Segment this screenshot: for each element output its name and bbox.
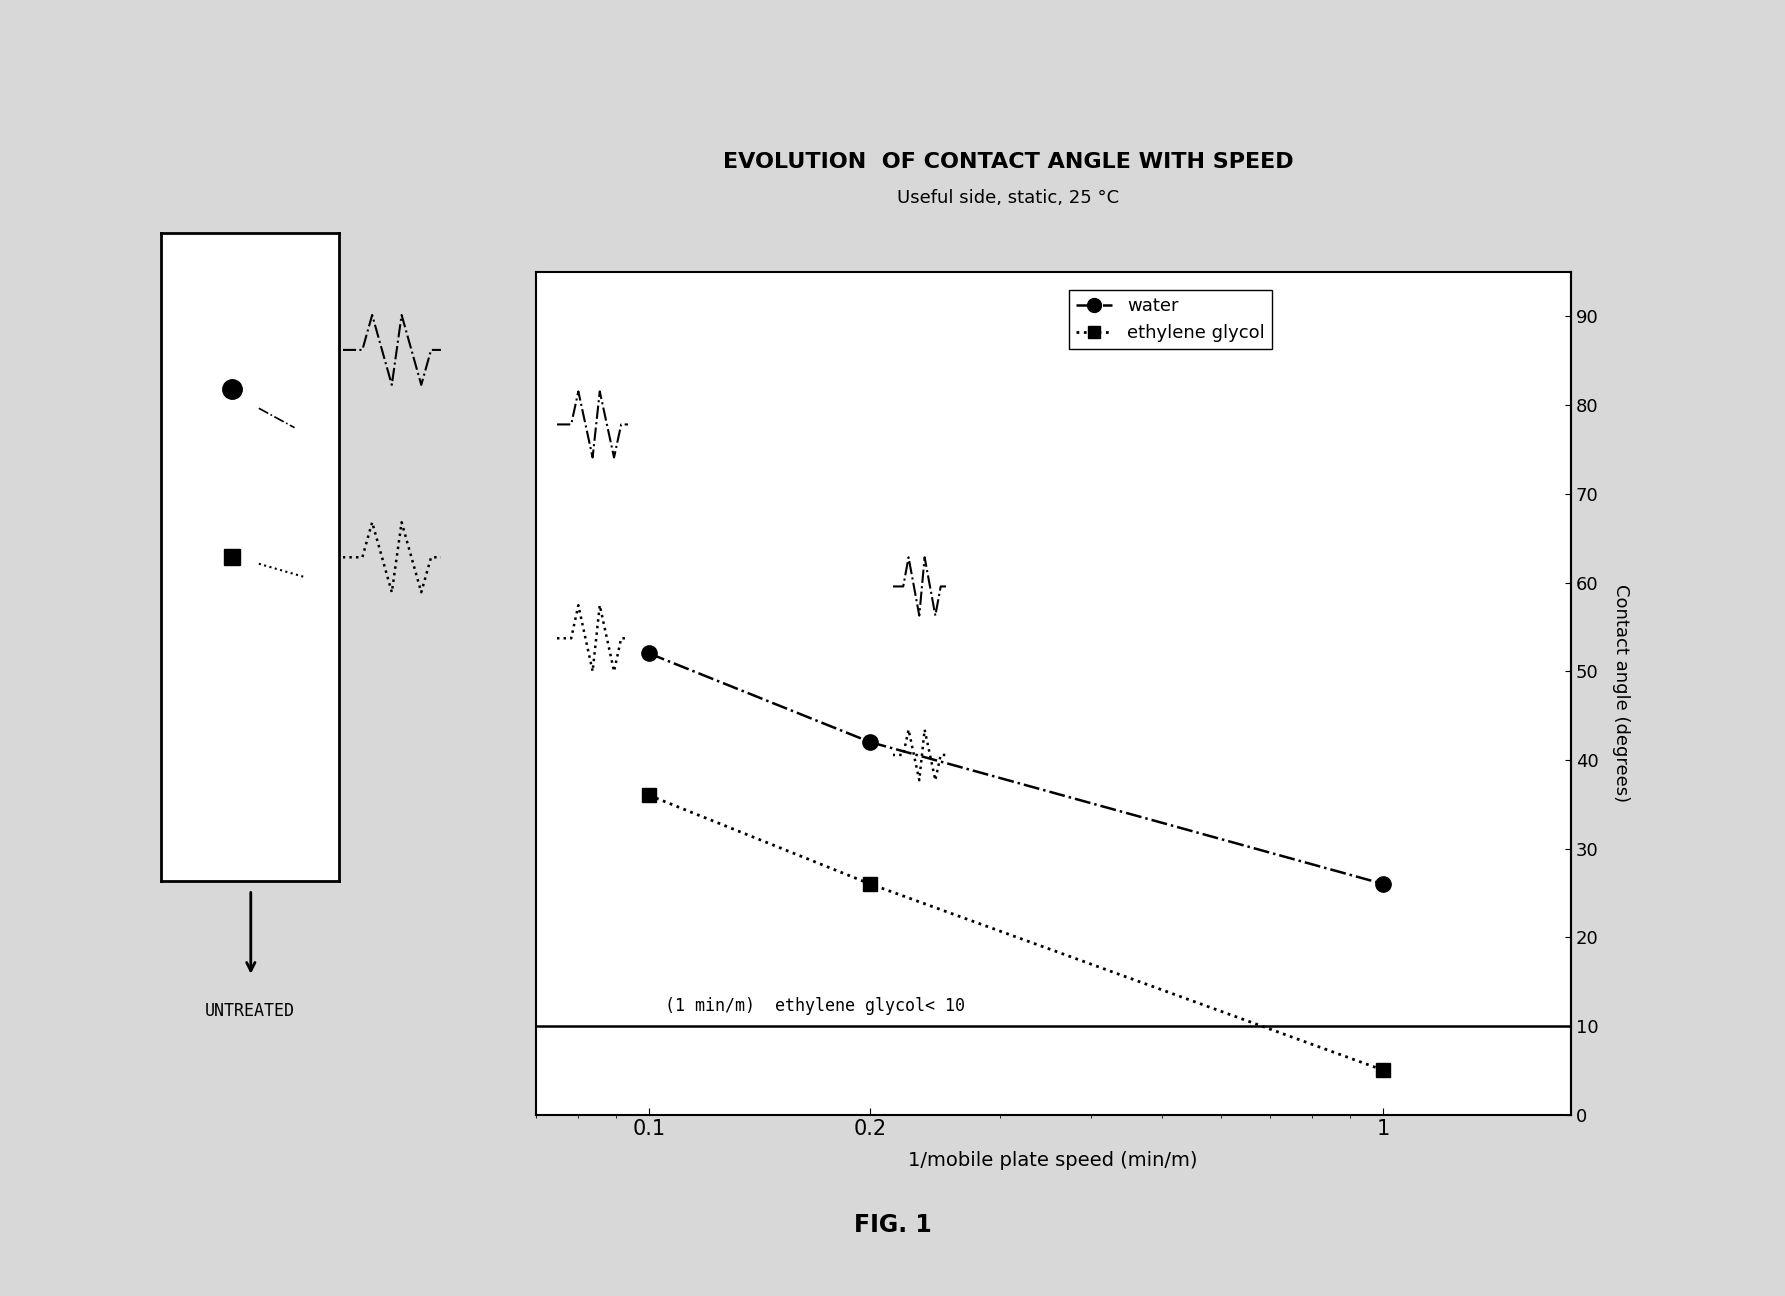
ethylene glycol: [1373, 1063, 1394, 1078]
Legend: water, ethylene glycol: water, ethylene glycol: [1069, 289, 1273, 349]
Text: UNTREATED: UNTREATED: [205, 1002, 295, 1020]
Text: FIG. 1: FIG. 1: [853, 1213, 932, 1236]
Text: (1 min/m)  ethylene glycol< 10: (1 min/m) ethylene glycol< 10: [664, 997, 964, 1015]
water: [639, 645, 660, 661]
ethylene glycol: [639, 788, 660, 804]
X-axis label: 1/mobile plate speed (min/m): 1/mobile plate speed (min/m): [909, 1151, 1198, 1169]
Y-axis label: Contact angle (degrees): Contact angle (degrees): [1612, 584, 1630, 802]
Text: Useful side, static, 25 °C: Useful side, static, 25 °C: [898, 189, 1119, 207]
water: [1373, 876, 1394, 892]
Line: ethylene glycol: ethylene glycol: [643, 788, 1391, 1077]
Line: water: water: [641, 645, 1391, 892]
water: [860, 735, 882, 750]
Text: EVOLUTION  OF CONTACT ANGLE WITH SPEED: EVOLUTION OF CONTACT ANGLE WITH SPEED: [723, 152, 1294, 172]
ethylene glycol: [860, 876, 882, 892]
